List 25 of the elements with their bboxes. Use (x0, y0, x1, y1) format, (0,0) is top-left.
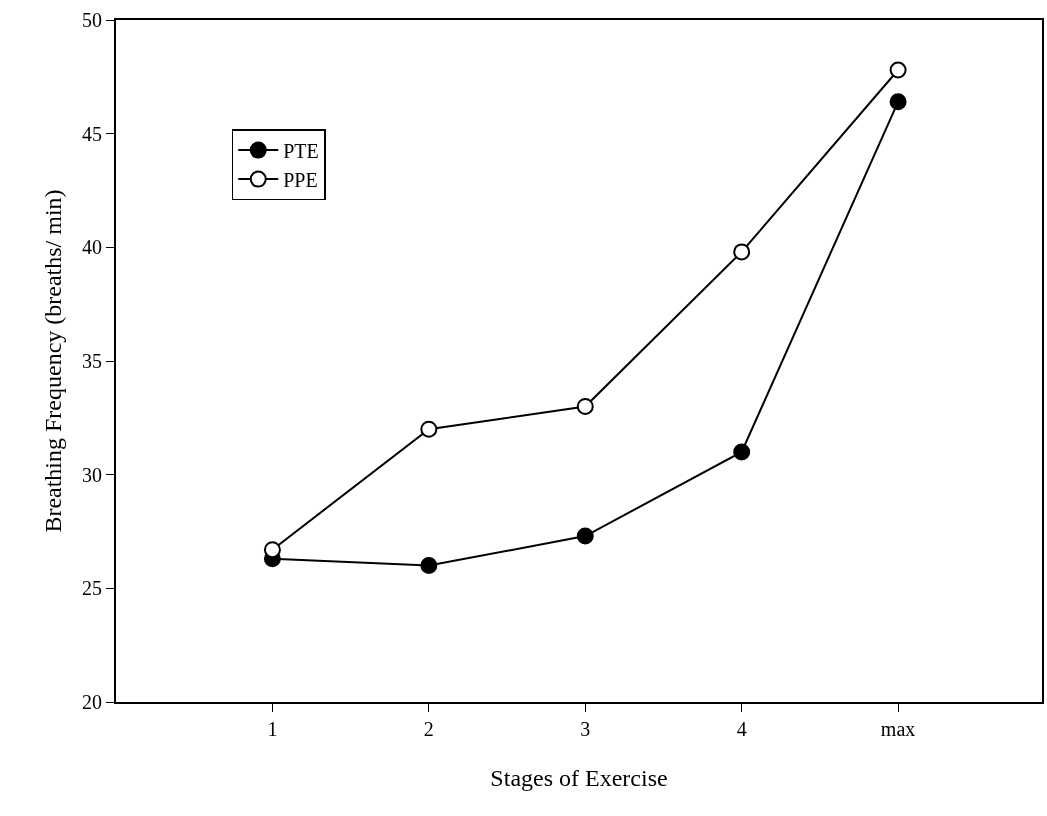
legend-label: PTE (283, 139, 319, 162)
y-tick-label: 30 (82, 463, 102, 486)
y-tick-label: 40 (82, 236, 102, 259)
x-tick-label: max (880, 718, 916, 740)
y-axis-title: Breathing Frequency (breaths/ min) (39, 189, 66, 533)
x-tick-label: 3 (580, 718, 591, 740)
x-axis-title: Stages of Exercise (490, 764, 668, 791)
point (889, 61, 907, 79)
y-tick-label: 35 (82, 350, 102, 372)
point (420, 557, 438, 575)
point (733, 243, 751, 261)
point (733, 443, 751, 461)
point (576, 527, 594, 545)
x-tick-label: 2 (423, 718, 434, 740)
point (889, 93, 907, 111)
legend-label: PPE (283, 168, 318, 191)
x-tick-label: 1 (267, 718, 278, 740)
y-tick-label: 20 (82, 691, 102, 713)
point (576, 397, 594, 415)
point (420, 420, 438, 438)
y-tick-label: 25 (82, 577, 102, 600)
y-tick-label: 50 (82, 9, 102, 31)
y-tick-label: 45 (82, 122, 102, 145)
point (263, 541, 281, 559)
x-tick-label: 4 (736, 718, 747, 740)
